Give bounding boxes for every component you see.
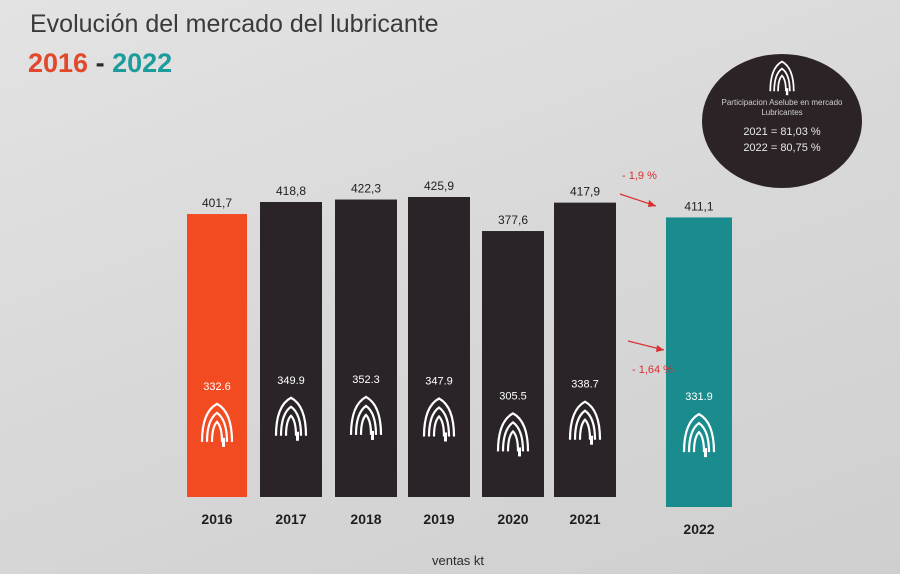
annotation-change-total: - 1,9 % xyxy=(622,170,657,182)
bar-value-label: 417,9 xyxy=(570,185,600,199)
year-end: 2022 xyxy=(112,48,173,78)
participation-2022: 2022 = 80,75 % xyxy=(743,142,821,154)
participation-2021: 2021 = 81,03 % xyxy=(743,126,821,138)
bar-value-label: 401,7 xyxy=(202,196,232,210)
bar-inner-value-label: 331.9 xyxy=(685,391,713,403)
bar-2020 xyxy=(482,231,544,497)
bar-value-label: 411,1 xyxy=(684,199,713,213)
participation-label: Participacion Aselube en mercado Lubrica… xyxy=(721,98,843,117)
chart-title: Evolución del mercado del lubricante xyxy=(30,10,439,38)
category-tick-label: 2021 xyxy=(569,511,600,527)
category-tick-label: 2016 xyxy=(201,511,232,527)
category-tick-label: 2020 xyxy=(497,511,528,527)
category-tick-label: 2022 xyxy=(683,521,714,537)
bar-value-label: 425,9 xyxy=(424,179,454,193)
bar-2022 xyxy=(666,217,732,507)
bar-value-label: 418,8 xyxy=(276,184,306,198)
x-axis-label: ventas kt xyxy=(432,553,485,568)
bar-2017 xyxy=(260,202,322,498)
bar-inner-value-label: 349.9 xyxy=(277,375,305,387)
bar-2018 xyxy=(335,199,397,497)
bar-value-label: 377,6 xyxy=(498,213,528,227)
year-separator: - xyxy=(88,48,113,78)
category-tick-label: 2019 xyxy=(423,511,454,527)
bar-inner-value-label: 332.6 xyxy=(203,381,231,393)
bar-2019 xyxy=(408,197,470,497)
arrow-total-head xyxy=(648,200,656,207)
participation-badge: Participacion Aselube en mercado Lubrica… xyxy=(702,54,862,188)
bar-2021 xyxy=(554,202,616,497)
bar-value-label: 422,3 xyxy=(351,182,381,196)
annotation-change-inner: - 1,64 % xyxy=(632,364,673,376)
bar-inner-value-label: 347.9 xyxy=(425,375,453,387)
bar-inner-value-label: 305.5 xyxy=(499,390,527,402)
bar-inner-value-label: 352.3 xyxy=(352,374,380,386)
bar-2016 xyxy=(187,214,247,497)
category-tick-label: 2017 xyxy=(275,511,306,527)
chart-subtitle-years: 2016 - 2022 xyxy=(28,48,172,79)
aselube-logo-icon xyxy=(769,60,795,96)
category-tick-label: 2018 xyxy=(350,511,381,527)
bar-inner-value-label: 338.7 xyxy=(571,379,599,391)
arrow-inner-head xyxy=(656,345,664,352)
year-start: 2016 xyxy=(28,48,89,78)
